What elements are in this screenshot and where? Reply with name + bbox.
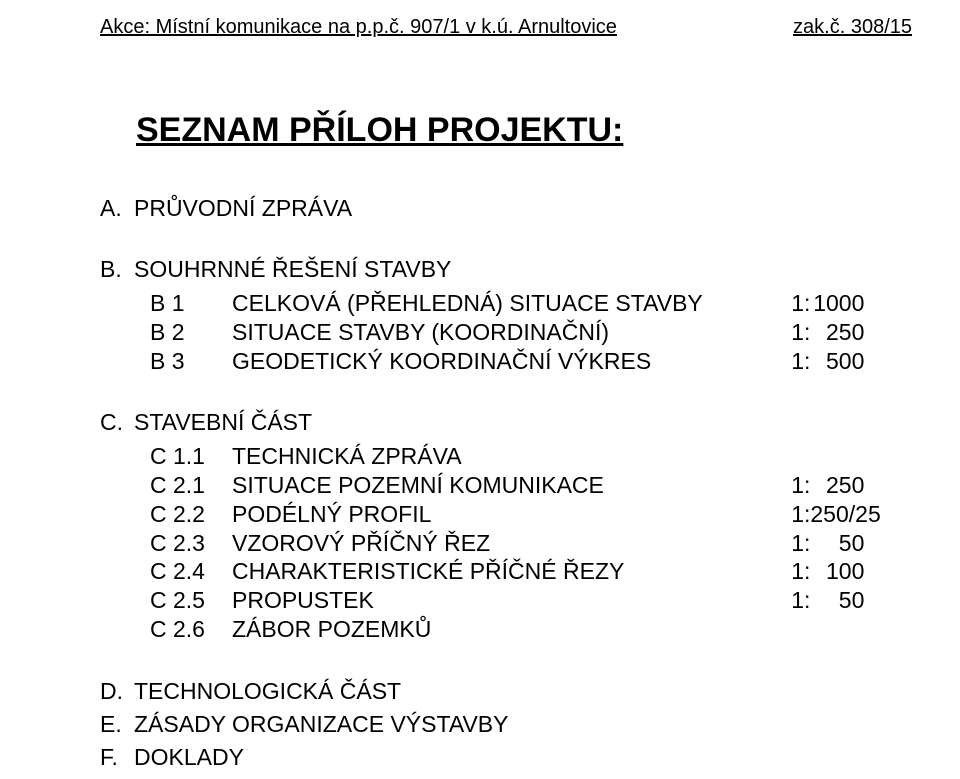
item-ratio: 1:100 xyxy=(782,557,912,586)
ratio-num: 1 xyxy=(782,347,804,376)
list-b: B 1 CELKOVÁ (PŘEHLEDNÁ) SITUACE STAVBY 1… xyxy=(150,289,912,375)
section-label-f: DOKLADY xyxy=(134,744,244,770)
item-ratio: 1:250 xyxy=(782,471,912,500)
list-item: B 1 CELKOVÁ (PŘEHLEDNÁ) SITUACE STAVBY 1… xyxy=(150,289,912,318)
section-letter-e: E. xyxy=(100,711,134,738)
item-code: B 2 xyxy=(150,318,232,347)
section-e: E.ZÁSADY ORGANIZACE VÝSTAVBY xyxy=(100,711,912,738)
ratio-val: 1000 xyxy=(810,289,864,318)
item-ratio: 1: 50 xyxy=(782,586,912,615)
header-right: zak.č. 308/15 xyxy=(793,16,912,39)
section-label-b: SOUHRNNÉ ŘEŠENÍ STAVBY xyxy=(134,256,451,282)
ratio-num: 1 xyxy=(782,289,804,318)
section-c: C.STAVEBNÍ ČÁST xyxy=(100,409,912,436)
section-letter-d: D. xyxy=(100,678,134,705)
header-left: Akce: Místní komunikace na p.p.č. 907/1 … xyxy=(100,16,617,39)
list-item: C 2.5 PROPUSTEK 1: 50 xyxy=(150,586,912,615)
section-label-e: ZÁSADY ORGANIZACE VÝSTAVBY xyxy=(134,711,508,737)
item-ratio: 1: 250 xyxy=(782,318,912,347)
ratio-num: 1 xyxy=(782,557,804,586)
list-item: C 2.4 CHARAKTERISTICKÉ PŘÍČNÉ ŘEZY 1:100 xyxy=(150,557,912,586)
ratio-num: 1 xyxy=(782,529,804,558)
item-code: C 2.1 xyxy=(150,471,232,500)
item-label: CELKOVÁ (PŘEHLEDNÁ) SITUACE STAVBY xyxy=(232,289,782,318)
list-c: C 1.1 TECHNICKÁ ZPRÁVA C 2.1 SITUACE POZ… xyxy=(150,442,912,643)
list-item: B 2 SITUACE STAVBY (KOORDINAČNÍ) 1: 250 xyxy=(150,318,912,347)
ratio-val: 250/25 xyxy=(810,500,880,529)
list-item: C 2.1 SITUACE POZEMNÍ KOMUNIKACE 1:250 xyxy=(150,471,912,500)
list-item: C 1.1 TECHNICKÁ ZPRÁVA xyxy=(150,442,912,471)
item-label: TECHNICKÁ ZPRÁVA xyxy=(232,442,782,471)
item-ratio: 1: 500 xyxy=(782,347,912,376)
page-title: SEZNAM PŘÍLOH PROJEKTU: xyxy=(136,111,912,150)
ratio-val: 100 xyxy=(810,557,864,586)
section-a: A.PRŮVODNÍ ZPRÁVA xyxy=(100,195,912,222)
item-code: C 1.1 xyxy=(150,442,232,471)
section-f: F.DOKLADY xyxy=(100,744,912,771)
item-ratio: 1:1000 xyxy=(782,289,912,318)
item-label: ZÁBOR POZEMKŮ xyxy=(232,615,782,644)
item-label: PROPUSTEK xyxy=(232,586,782,615)
item-label: SITUACE POZEMNÍ KOMUNIKACE xyxy=(232,471,782,500)
item-label: VZOROVÝ PŘÍČNÝ ŘEZ xyxy=(232,529,782,558)
section-letter-b: B. xyxy=(100,256,134,283)
item-label: SITUACE STAVBY (KOORDINAČNÍ) xyxy=(232,318,782,347)
header-line: Akce: Místní komunikace na p.p.č. 907/1 … xyxy=(100,16,912,41)
section-label-a: PRŮVODNÍ ZPRÁVA xyxy=(134,195,352,221)
list-item: C 2.6 ZÁBOR POZEMKŮ xyxy=(150,615,912,644)
item-code: C 2.6 xyxy=(150,615,232,644)
ratio-val: 250 xyxy=(810,318,864,347)
section-d: D.TECHNOLOGICKÁ ČÁST xyxy=(100,678,912,705)
item-ratio: 1: 50 xyxy=(782,529,912,558)
item-ratio: 1:250/25 xyxy=(782,500,912,529)
section-letter-a: A. xyxy=(100,195,134,222)
list-item: C 2.2 PODÉLNÝ PROFIL 1:250/25 xyxy=(150,500,912,529)
ratio-val: 50 xyxy=(810,529,864,558)
ratio-val: 50 xyxy=(810,586,864,615)
ratio-num: 1 xyxy=(782,500,804,529)
item-code: C 2.3 xyxy=(150,529,232,558)
section-letter-c: C. xyxy=(100,409,134,436)
section-label-d: TECHNOLOGICKÁ ČÁST xyxy=(134,678,401,704)
document-page: Akce: Místní komunikace na p.p.č. 907/1 … xyxy=(0,0,960,779)
item-code: B 1 xyxy=(150,289,232,318)
list-item: B 3 GEODETICKÝ KOORDINAČNÍ VÝKRES 1: 500 xyxy=(150,347,912,376)
item-code: C 2.4 xyxy=(150,557,232,586)
list-item: C 2.3 VZOROVÝ PŘÍČNÝ ŘEZ 1: 50 xyxy=(150,529,912,558)
ratio-val: 250 xyxy=(810,471,864,500)
item-code: C 2.2 xyxy=(150,500,232,529)
section-b: B.SOUHRNNÉ ŘEŠENÍ STAVBY xyxy=(100,256,912,283)
ratio-val: 500 xyxy=(810,347,864,376)
item-label: CHARAKTERISTICKÉ PŘÍČNÉ ŘEZY xyxy=(232,557,782,586)
item-code: C 2.5 xyxy=(150,586,232,615)
ratio-num: 1 xyxy=(782,318,804,347)
ratio-num: 1 xyxy=(782,471,804,500)
section-letter-f: F. xyxy=(100,744,134,771)
item-code: B 3 xyxy=(150,347,232,376)
item-label: PODÉLNÝ PROFIL xyxy=(232,500,782,529)
item-label: GEODETICKÝ KOORDINAČNÍ VÝKRES xyxy=(232,347,782,376)
section-label-c: STAVEBNÍ ČÁST xyxy=(134,409,312,435)
ratio-num: 1 xyxy=(782,586,804,615)
